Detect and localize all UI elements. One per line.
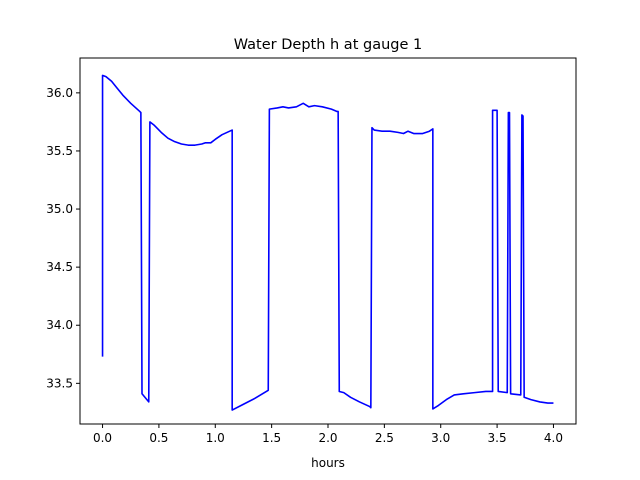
x-axis: 0.0 0.5 1.0 1.5 2.0 2.5 3.0 3.5 4.0 xyxy=(93,424,563,445)
plot-area xyxy=(101,74,554,411)
x-tick-label: 2.5 xyxy=(375,431,394,445)
axes-frame xyxy=(79,57,577,425)
x-tick-label: 3.0 xyxy=(431,431,450,445)
y-tick-label: 34.0 xyxy=(46,318,73,332)
x-tick-label: 0.0 xyxy=(93,431,112,445)
x-tick-label: 3.5 xyxy=(488,431,507,445)
x-tick-label: 0.5 xyxy=(149,431,168,445)
y-tick-label: 35.5 xyxy=(46,144,73,158)
chart-title: Water Depth h at gauge 1 xyxy=(234,37,422,53)
x-tick-label: 1.5 xyxy=(262,431,281,445)
y-axis: 33.5 34.0 34.5 35.0 35.5 36.0 xyxy=(46,86,80,390)
x-tick-label: 2.0 xyxy=(318,431,337,445)
x-tick-label: 1.0 xyxy=(206,431,225,445)
y-tick-label: 35.0 xyxy=(46,202,73,216)
x-axis-label: hours xyxy=(311,456,345,470)
series-line xyxy=(101,74,554,411)
y-tick-label: 36.0 xyxy=(46,86,73,100)
y-tick-label: 33.5 xyxy=(46,376,73,390)
y-tick-label: 34.5 xyxy=(46,260,73,274)
x-tick-label: 4.0 xyxy=(544,431,563,445)
